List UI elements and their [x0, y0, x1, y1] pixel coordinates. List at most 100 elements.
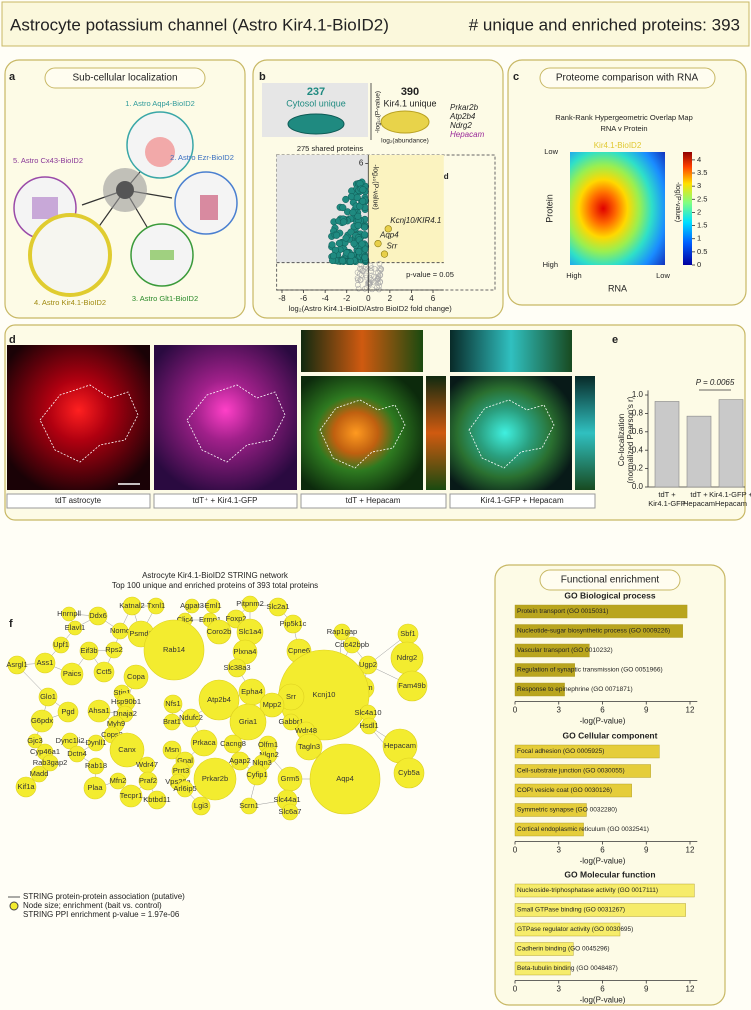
- y-tick-label: 6: [359, 159, 364, 168]
- node-label: Gabbr1: [278, 717, 303, 726]
- x-tick-label: 12: [686, 846, 695, 855]
- x-tick-label: 12: [686, 985, 695, 994]
- node-label: Plxna4: [234, 647, 257, 656]
- legend-text: STRING protein-protein association (puta…: [23, 892, 185, 901]
- bar-label: Protein transport (GO 0015031): [517, 608, 608, 615]
- network-node: [206, 619, 232, 645]
- bar: [718, 399, 744, 488]
- node-label: Slc44a1: [273, 795, 300, 804]
- legend-text: STRING PPI enrichment p-value = 1.97e-06: [23, 910, 180, 919]
- network-node: [109, 772, 127, 790]
- colorbar-label: -log(P-value): [674, 182, 681, 222]
- bar: [514, 624, 683, 638]
- series-label: Kir4.1-BioID2: [594, 141, 642, 150]
- network-node: [393, 757, 425, 789]
- shared-label: 275 shared proteins: [297, 144, 364, 153]
- bar-label: COPI vesicle coat (GO 0030126): [517, 787, 612, 794]
- bar: [514, 783, 632, 798]
- background-dot: [366, 281, 373, 287]
- background-dot: [357, 266, 363, 272]
- node-label: Agap2: [229, 756, 251, 765]
- heatmap-title: Rank-Rank Hypergeometric Overlap Map: [555, 113, 693, 122]
- x-tick-label: 4: [409, 294, 414, 303]
- y-axis-label: Protein: [544, 194, 554, 223]
- background-dot: [363, 274, 370, 281]
- network-node: [57, 701, 79, 723]
- background-dot: [355, 285, 362, 292]
- network-node: [138, 771, 158, 791]
- bar-label: Cadherin binding (GO 0045296): [517, 946, 610, 953]
- network-nodes: Hnrnpll Ddx6 Katnal2 Txnl1 Agpat3 Eml1 Pitpnm2…: [6, 595, 428, 821]
- node-label: Slc1a4: [239, 627, 262, 636]
- node-label: Elavl1: [65, 623, 85, 632]
- node-label: Nlgn3: [252, 758, 272, 767]
- heatmap: [570, 152, 665, 265]
- background-dot: [353, 193, 361, 202]
- background-dot: [368, 265, 375, 272]
- background-dot: [362, 286, 368, 292]
- bar-label: Symmetric synapse (GO 0032280): [517, 807, 617, 814]
- count: 390: [401, 86, 419, 98]
- x-axis-label: -log(P-value): [580, 857, 626, 866]
- bar: [514, 803, 587, 817]
- network-node: [191, 796, 211, 816]
- network-node: [193, 757, 237, 801]
- network-node: [123, 664, 149, 690]
- colorbar-tick-label: 0: [697, 260, 701, 269]
- node-label: Foxp2: [226, 614, 247, 623]
- network-node: [61, 606, 77, 622]
- network-node: [30, 709, 54, 733]
- y-tick-label: 1.0: [632, 390, 644, 399]
- x-tick-label: -8: [278, 294, 286, 303]
- bar-label: Response to epinephrine (GO 0071871): [517, 686, 633, 693]
- network-node: [7, 655, 27, 675]
- panel-letter: d: [9, 334, 16, 346]
- node-label: Eif3b: [80, 646, 97, 655]
- background-dot: [357, 277, 363, 283]
- network-node: [281, 803, 299, 821]
- x-axis-label: -log(P-value): [580, 717, 626, 726]
- node-label: Rps2: [105, 645, 123, 654]
- inset-axis-label: log₂(abundance): [381, 138, 429, 145]
- x-axis-label: log₂(Astro Kir4.1-BioID/Astro BioID2 fol…: [289, 304, 452, 313]
- x-axis-label: RNA: [608, 283, 627, 293]
- node-label: Ahsa1: [88, 706, 109, 715]
- bar-label: Beta-tubulin binding (GO 0048487): [517, 965, 618, 972]
- node-label: Nlgn2: [259, 750, 279, 759]
- node-label: Prrt3: [173, 766, 189, 775]
- background-dot: [354, 212, 362, 220]
- node-label: Wdr48: [295, 726, 317, 735]
- network-node: [343, 636, 361, 654]
- construct-label: 3. Astro Glt1-BioID2: [132, 294, 198, 303]
- background-dot: [354, 222, 362, 230]
- node-label: Kbtbd11: [143, 795, 170, 804]
- header-count: # unique and enriched proteins: 393: [469, 15, 740, 34]
- p-value-annotation: P = 0.0065: [696, 378, 735, 387]
- background-dot: [328, 241, 336, 249]
- chart-title: GO Cellular component: [563, 730, 658, 740]
- node-label: Srr: [286, 692, 297, 701]
- node-label: Katnal2: [119, 601, 144, 610]
- network-node: [147, 790, 167, 810]
- x-tick-label: 12: [686, 706, 695, 715]
- x-tick-label: 9: [644, 706, 649, 715]
- node-label: Gjc3: [27, 736, 42, 745]
- y-tick-label: 0.4: [632, 445, 644, 454]
- network-node: [162, 740, 182, 760]
- enriched-point: [374, 239, 382, 248]
- network-node: [190, 729, 218, 757]
- node-label: Slc38a3: [223, 663, 250, 672]
- colorbar-tick-label: 2.5: [697, 194, 707, 203]
- x-tick-label: -2: [343, 294, 351, 303]
- background-dot: [338, 257, 347, 265]
- network-subtitle: Top 100 unique and enriched proteins of …: [112, 581, 318, 590]
- network-node: [246, 764, 268, 786]
- node-label: Plaa: [87, 783, 103, 792]
- node-label: Ass1: [37, 658, 54, 667]
- network-node: [241, 595, 259, 613]
- network-node: [83, 776, 107, 800]
- background-dot: [346, 257, 354, 266]
- node-label: Hsdl1: [359, 721, 378, 730]
